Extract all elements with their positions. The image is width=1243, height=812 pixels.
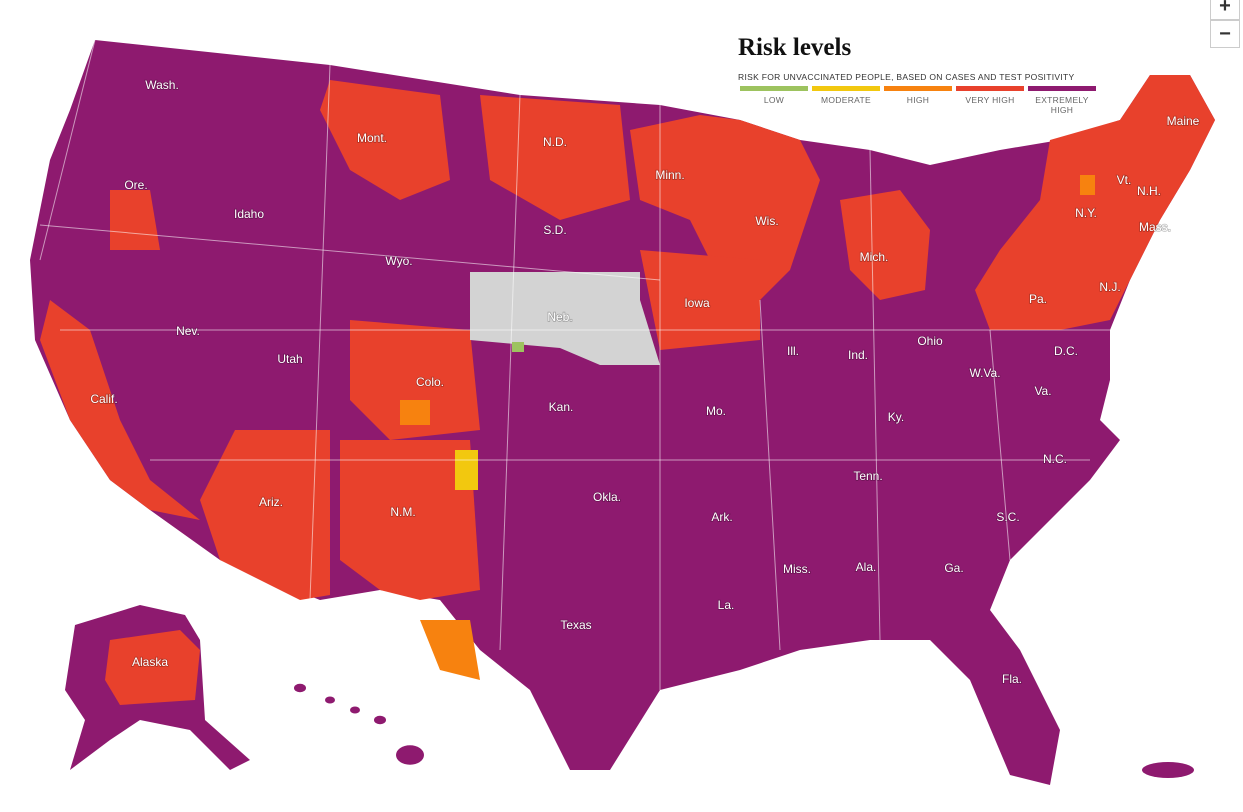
state-label: Fla. [1002,672,1022,686]
spot [1080,175,1095,195]
subtitle: RISK FOR UNVACCINATED PEOPLE, BASED ON C… [738,72,1074,82]
state-label: Ohio [917,334,943,348]
state-label: Okla. [593,490,621,504]
state-label: Minn. [655,168,684,182]
state-label: Iowa [684,296,710,310]
state-label: N.D. [543,135,567,149]
state-label: S.D. [543,223,566,237]
state-label: Ga. [944,561,963,575]
no-data-area [470,272,660,365]
state-label: Ky. [888,410,904,424]
spot [455,450,478,490]
new-mexico [340,440,480,600]
legend-label: EXTREMELY HIGH [1035,95,1089,115]
state-label: Ill. [787,344,799,358]
state-label: Mo. [706,404,726,418]
state-label: Idaho [234,207,264,221]
spot [512,342,524,352]
state-label: Ala. [856,560,877,574]
state-border [309,64,331,601]
state-label: Alaska [132,655,168,669]
state-label: Tenn. [853,469,882,483]
state-border [869,149,881,641]
arizona [200,430,330,600]
hawaii [396,745,424,765]
state-label: S.C. [996,510,1019,524]
state-border [39,224,661,281]
state-label: W.Va. [969,366,1000,380]
state-label: Calif. [90,392,117,406]
state-label: Nev. [176,324,200,338]
legend: LOW MODERATE HIGH VERY HIGH EXTREMELY HIGH [740,86,1096,115]
land [30,39,1215,785]
state-label: Vt. [1117,173,1132,187]
state-label: Ore. [124,178,147,192]
state-border [39,39,96,261]
state-border [499,94,521,651]
state-label: Wis. [755,214,778,228]
state-label: N.J. [1099,280,1120,294]
state-label: La. [718,598,735,612]
state-label: N.H. [1137,184,1161,198]
state-label: Kan. [549,400,574,414]
state-label: Texas [560,618,591,632]
hawaii [350,706,360,714]
state-label: Colo. [416,375,444,389]
state-label: Mass. [1139,220,1171,234]
title: Risk levels [738,34,851,61]
hawaii [325,696,335,704]
state-label: Pa. [1029,292,1047,306]
hawaii [294,683,306,693]
puerto-rico [1142,762,1194,778]
state-label: Mich. [860,250,889,264]
legend-swatch [740,86,808,91]
state-label: Miss. [783,562,811,576]
zoom-in[interactable]: + [1210,0,1240,20]
legend-label: HIGH [907,95,929,105]
hawaii [374,715,386,725]
legend-swatch [884,86,952,91]
legend-label: MODERATE [821,95,871,105]
state-border [989,329,1011,561]
state-label: N.Y. [1075,206,1097,220]
state-label: D.C. [1054,344,1078,358]
state-label: Ark. [711,510,732,524]
state-label: Va. [1034,384,1051,398]
michigan [840,190,930,300]
colorado [350,320,480,440]
spot [420,620,480,680]
state-labels: Wash. Ore. Calif. Nev. Idaho Mont. Wyo. Utah Ari… [90,77,1201,687]
state-label: Utah [277,352,302,366]
zoom-out[interactable]: − [1210,20,1240,48]
state-label: Maine [1167,114,1200,128]
dakotas [480,95,630,220]
state-border [759,299,781,651]
legend-swatch [956,86,1024,91]
state-label: Neb. [547,310,572,324]
legend-label: LOW [764,95,784,105]
montana [320,80,450,200]
state-label: Wash. [145,78,179,92]
upper-midwest [630,115,820,300]
state-label: Ind. [848,348,868,362]
alaska-patch [105,630,200,705]
northeast [975,75,1215,330]
state-label: N.M. [390,505,415,519]
california-coast [40,300,200,520]
legend-swatch [1028,86,1096,91]
legend-label: VERY HIGH [965,95,1014,105]
state-label: N.C. [1043,452,1067,466]
iowa [640,250,760,350]
state-label: Ariz. [259,495,283,509]
legend-swatch [812,86,880,91]
state-label: Mont. [357,131,387,145]
state-label: Wyo. [385,254,412,268]
spot [400,400,430,425]
